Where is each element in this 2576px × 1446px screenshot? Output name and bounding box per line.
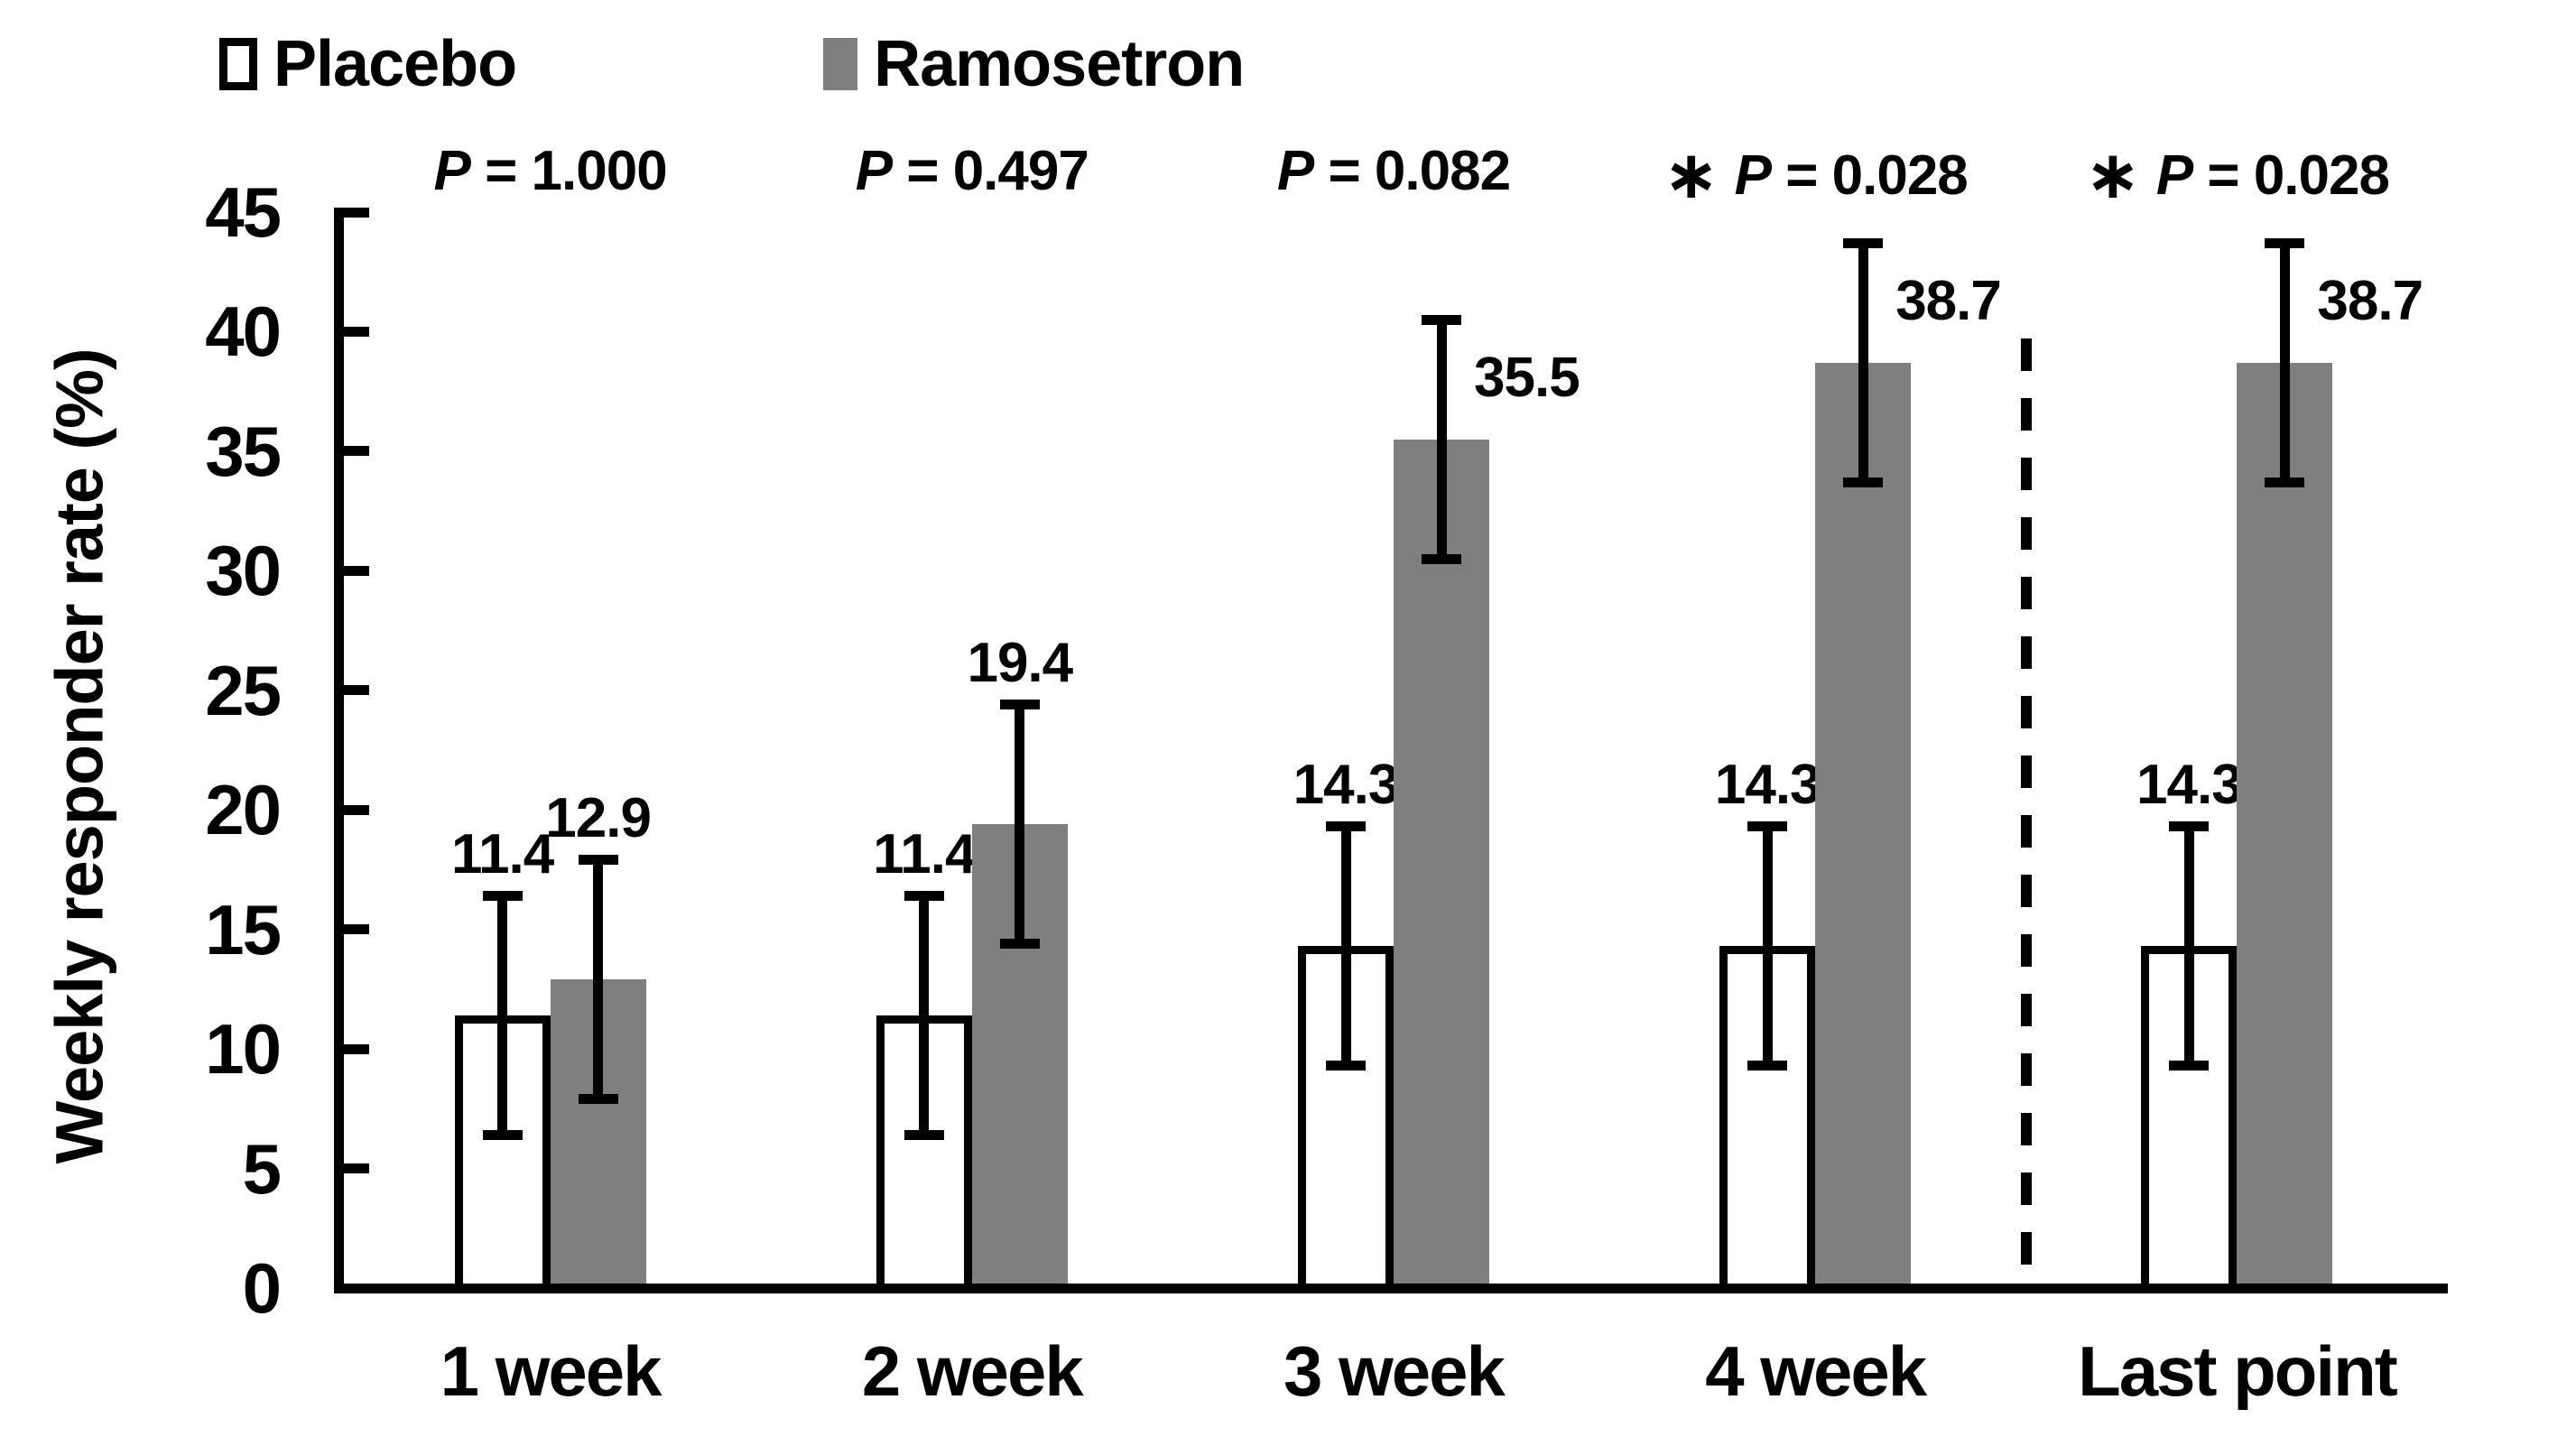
x-axis-label-Last-point: Last point bbox=[2078, 1331, 2398, 1411]
error-bar-line bbox=[1340, 826, 1351, 1066]
y-tick-label-40: 40 bbox=[205, 292, 282, 372]
y-tick-label-45: 45 bbox=[205, 172, 282, 252]
legend-label-ramosetron: Ramosetron bbox=[874, 28, 1245, 100]
error-bar-line bbox=[1762, 826, 1773, 1066]
y-tick-label-0: 0 bbox=[242, 1248, 282, 1328]
error-bar-cap-bottom bbox=[2169, 1061, 2210, 1071]
error-bar-cap-bottom bbox=[1422, 553, 1461, 564]
error-bar-cap-top bbox=[903, 891, 944, 902]
p-value-text: P = 1.000 bbox=[433, 140, 668, 202]
dashed-separator bbox=[2020, 338, 2032, 1285]
value-label: 35.5 bbox=[1474, 346, 1580, 409]
ramosetron-swatch-icon bbox=[823, 38, 858, 90]
value-label: 14.3 bbox=[2136, 753, 2243, 816]
bar-ramosetron-4-week bbox=[1815, 362, 1912, 1293]
error-bar-cap-bottom bbox=[482, 1129, 523, 1140]
error-bar-line bbox=[1858, 243, 1868, 483]
y-tick-label-30: 30 bbox=[205, 531, 282, 611]
x-axis-label-4-week: 4 week bbox=[1705, 1331, 1927, 1411]
p-annotation-4-week: ∗ P = 0.028 bbox=[1605, 134, 2026, 214]
y-tick-15 bbox=[344, 924, 369, 935]
y-tick-25 bbox=[344, 685, 369, 696]
bar-ramosetron-Last-point bbox=[2237, 362, 2333, 1293]
x-axis-label-1-week: 1 week bbox=[440, 1331, 663, 1411]
error-bar-cap-top bbox=[999, 700, 1040, 710]
y-tick-5 bbox=[344, 1163, 369, 1174]
error-bar-cap-bottom bbox=[999, 939, 1040, 950]
bar-ramosetron-3-week bbox=[1394, 439, 1489, 1293]
y-tick-label-5: 5 bbox=[242, 1128, 282, 1209]
y-tick-10 bbox=[344, 1043, 369, 1054]
error-bar-cap-top bbox=[578, 855, 618, 866]
error-bar-line bbox=[919, 895, 930, 1135]
error-bar-line bbox=[1436, 320, 1447, 560]
value-label: 12.9 bbox=[545, 786, 652, 849]
y-tick-label-20: 20 bbox=[205, 770, 282, 850]
p-value-text: P = 0.028 bbox=[1734, 144, 1969, 207]
p-annotation-3-week: P = 0.082 bbox=[1182, 134, 1604, 209]
error-bar-cap-top bbox=[482, 891, 523, 902]
error-bar-line bbox=[497, 895, 508, 1135]
p-value-text: P = 0.497 bbox=[855, 140, 1089, 202]
error-bar-line bbox=[2279, 243, 2290, 483]
y-tick-30 bbox=[344, 565, 369, 576]
value-label: 11.4 bbox=[450, 822, 554, 885]
error-bar-line bbox=[593, 859, 604, 1099]
p-value-text: P = 0.082 bbox=[1276, 140, 1511, 202]
value-label: 38.7 bbox=[1895, 269, 2002, 332]
x-axis-label-3-week: 3 week bbox=[1283, 1331, 1506, 1411]
significance-asterisk: ∗ bbox=[2084, 136, 2141, 214]
error-bar-cap-top bbox=[1326, 821, 1366, 832]
value-label: 19.4 bbox=[967, 631, 1073, 694]
y-tick-label-25: 25 bbox=[205, 650, 282, 730]
legend: Placebo Ramosetron bbox=[219, 28, 1245, 100]
error-bar-cap-top bbox=[1747, 821, 1788, 832]
error-bar-cap-bottom bbox=[1843, 477, 1884, 487]
value-label: 14.3 bbox=[1293, 753, 1400, 816]
y-tick-label-10: 10 bbox=[205, 1009, 282, 1089]
p-annotation-2-week: P = 0.497 bbox=[761, 134, 1182, 209]
legend-entry-placebo: Placebo bbox=[219, 28, 517, 100]
legend-entry-ramosetron: Ramosetron bbox=[823, 28, 1245, 100]
y-tick-label-15: 15 bbox=[205, 889, 282, 969]
x-axis-label-2-week: 2 week bbox=[861, 1331, 1084, 1411]
error-bar-cap-top bbox=[2265, 237, 2305, 248]
error-bar-line bbox=[1015, 704, 1025, 944]
y-tick-40 bbox=[344, 326, 369, 337]
value-label: 11.4 bbox=[873, 822, 976, 885]
significance-asterisk: ∗ bbox=[1663, 136, 1719, 214]
p-value-text: P = 0.028 bbox=[2155, 144, 2390, 207]
y-tick-35 bbox=[344, 446, 369, 457]
error-bar-cap-top bbox=[2169, 821, 2210, 832]
error-bar-cap-bottom bbox=[1747, 1061, 1788, 1071]
p-annotation-Last-point: ∗ P = 0.028 bbox=[2026, 134, 2448, 214]
y-tick-20 bbox=[344, 804, 369, 815]
error-bar-cap-bottom bbox=[578, 1094, 618, 1105]
y-axis-line bbox=[334, 208, 344, 1293]
legend-label-placebo: Placebo bbox=[273, 28, 517, 100]
error-bar-cap-top bbox=[1843, 237, 1884, 248]
value-label: 38.7 bbox=[2317, 269, 2423, 332]
x-axis-line bbox=[334, 1284, 2448, 1293]
y-tick-label-35: 35 bbox=[205, 411, 282, 491]
placebo-swatch-icon bbox=[219, 38, 257, 90]
error-bar-cap-bottom bbox=[2265, 477, 2305, 487]
error-bar-line bbox=[2183, 826, 2194, 1066]
error-bar-cap-bottom bbox=[1326, 1061, 1366, 1071]
error-bar-cap-bottom bbox=[903, 1129, 944, 1140]
value-label: 14.3 bbox=[1714, 753, 1821, 816]
y-tick-45 bbox=[344, 207, 369, 218]
error-bar-cap-top bbox=[1422, 314, 1461, 325]
p-annotation-1-week: P = 1.000 bbox=[339, 134, 761, 209]
